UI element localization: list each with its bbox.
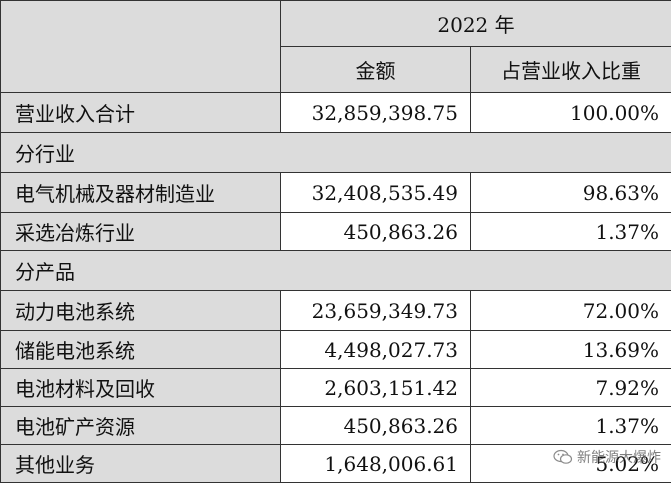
row-amount: 450,863.26 xyxy=(280,212,471,251)
row-label: 电池材料及回收 xyxy=(0,368,281,407)
row-ratio: 7.92% xyxy=(469,368,671,407)
row-amount: 32,408,535.49 xyxy=(280,172,471,213)
table-row: 动力电池系统 23,659,349.73 72.00% xyxy=(0,290,671,331)
row-label: 其他业务 xyxy=(0,444,281,483)
row-ratio: 1.37% xyxy=(469,406,671,445)
year-header: 2022 年 xyxy=(279,0,671,47)
total-ratio: 100.00% xyxy=(469,92,671,133)
table-row: 电气机械及器材制造业 32,408,535.49 98.63% xyxy=(0,172,671,213)
total-row: 营业收入合计 32,859,398.75 100.00% xyxy=(0,92,671,133)
row-amount: 2,603,151.42 xyxy=(280,368,471,407)
row-label: 储能电池系统 xyxy=(0,330,281,369)
row-ratio: 72.00% xyxy=(469,290,671,331)
row-amount: 4,498,027.73 xyxy=(280,330,471,369)
row-label: 电气机械及器材制造业 xyxy=(0,172,281,213)
table-row: 采选冶炼行业 450,863.26 1.37% xyxy=(0,212,671,251)
table-row: 电池矿产资源 450,863.26 1.37% xyxy=(0,406,671,445)
ratio-header: 占营业收入比重 xyxy=(469,46,671,93)
watermark: 新能源大爆炸 xyxy=(553,447,661,467)
table-row: 储能电池系统 4,498,027.73 13.69% xyxy=(0,330,671,369)
table-row: 电池材料及回收 2,603,151.42 7.92% xyxy=(0,368,671,407)
total-label: 营业收入合计 xyxy=(0,92,281,133)
section-title-industry: 分行业 xyxy=(0,132,671,173)
header-blank-cell xyxy=(0,0,281,93)
row-amount: 450,863.26 xyxy=(280,406,471,445)
row-amount: 23,659,349.73 xyxy=(280,290,471,331)
row-ratio: 5.02% xyxy=(469,444,671,483)
row-label: 采选冶炼行业 xyxy=(0,212,281,251)
row-ratio: 1.37% xyxy=(469,212,671,251)
row-ratio: 98.63% xyxy=(469,172,671,213)
row-label: 电池矿产资源 xyxy=(0,406,281,445)
row-label: 动力电池系统 xyxy=(0,290,281,331)
amount-header: 金额 xyxy=(280,46,471,93)
watermark-text: 新能源大爆炸 xyxy=(577,450,661,466)
row-amount: 1,648,006.61 xyxy=(280,444,471,483)
total-amount: 32,859,398.75 xyxy=(280,92,471,133)
table-row: 其他业务 1,648,006.61 5.02% xyxy=(0,444,671,483)
section-title-product: 分产品 xyxy=(0,250,671,291)
row-ratio: 13.69% xyxy=(469,330,671,369)
wechat-icon xyxy=(553,449,573,464)
